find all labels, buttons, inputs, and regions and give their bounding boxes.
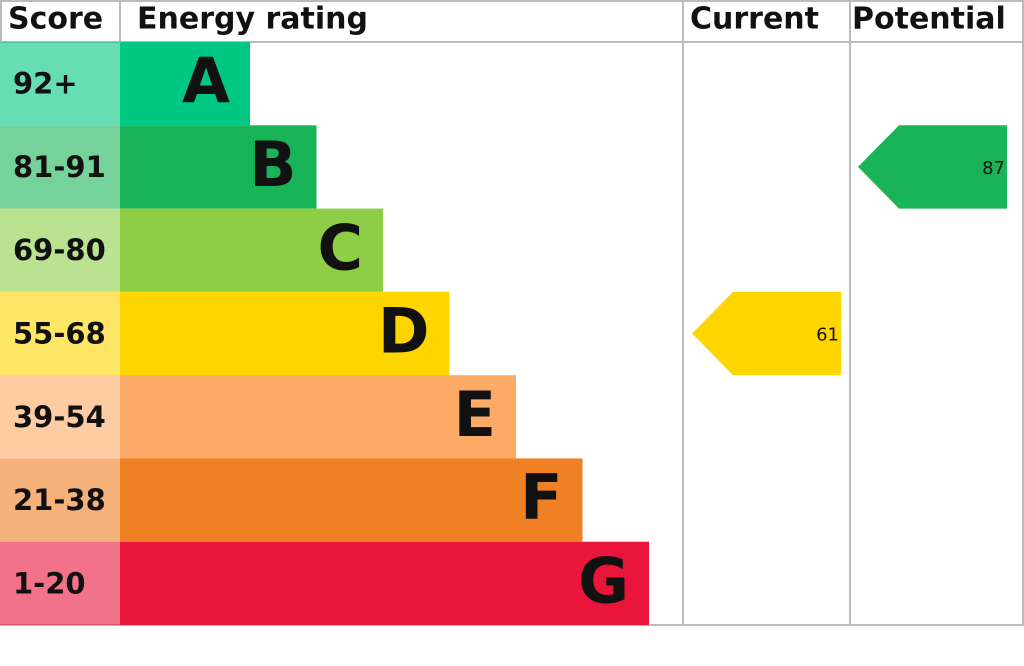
score-cell bbox=[0, 458, 120, 542]
band-score: 1-20 bbox=[13, 566, 86, 600]
header-score: Score bbox=[8, 2, 103, 37]
band-bar bbox=[120, 458, 583, 542]
score-cell bbox=[0, 42, 120, 126]
score-cell bbox=[0, 291, 120, 376]
band-score: 39-54 bbox=[13, 400, 106, 434]
score-cell bbox=[0, 208, 120, 292]
band-score: 92+ bbox=[13, 67, 78, 101]
band-letter: C bbox=[317, 211, 363, 284]
current-value: 61 bbox=[816, 325, 839, 346]
score-cell bbox=[0, 541, 120, 625]
band-letter: A bbox=[182, 45, 230, 118]
score-cell bbox=[0, 375, 120, 459]
band-letter: F bbox=[520, 461, 562, 534]
band-score: 81-91 bbox=[13, 150, 106, 184]
band-bar bbox=[120, 541, 649, 625]
band-bar bbox=[120, 208, 383, 292]
header-current: Current bbox=[690, 2, 819, 37]
band-bar bbox=[120, 125, 317, 209]
potential-value: 87 bbox=[982, 158, 1005, 179]
band-letter: G bbox=[578, 544, 629, 617]
band-letter: B bbox=[249, 128, 296, 201]
score-cell bbox=[0, 125, 120, 209]
band-letter: E bbox=[454, 378, 496, 451]
header-potential: Potential bbox=[852, 2, 1006, 37]
band-bar bbox=[120, 291, 450, 376]
band-score: 55-68 bbox=[13, 317, 106, 351]
band-bar bbox=[120, 42, 250, 126]
potential-arrow bbox=[858, 125, 1007, 209]
header-rating: Energy rating bbox=[137, 2, 368, 37]
band-score: 69-80 bbox=[13, 233, 106, 267]
band-score: 21-38 bbox=[13, 483, 106, 517]
current-arrow bbox=[692, 291, 841, 376]
band-letter: D bbox=[378, 295, 429, 368]
band-bar bbox=[120, 375, 516, 459]
